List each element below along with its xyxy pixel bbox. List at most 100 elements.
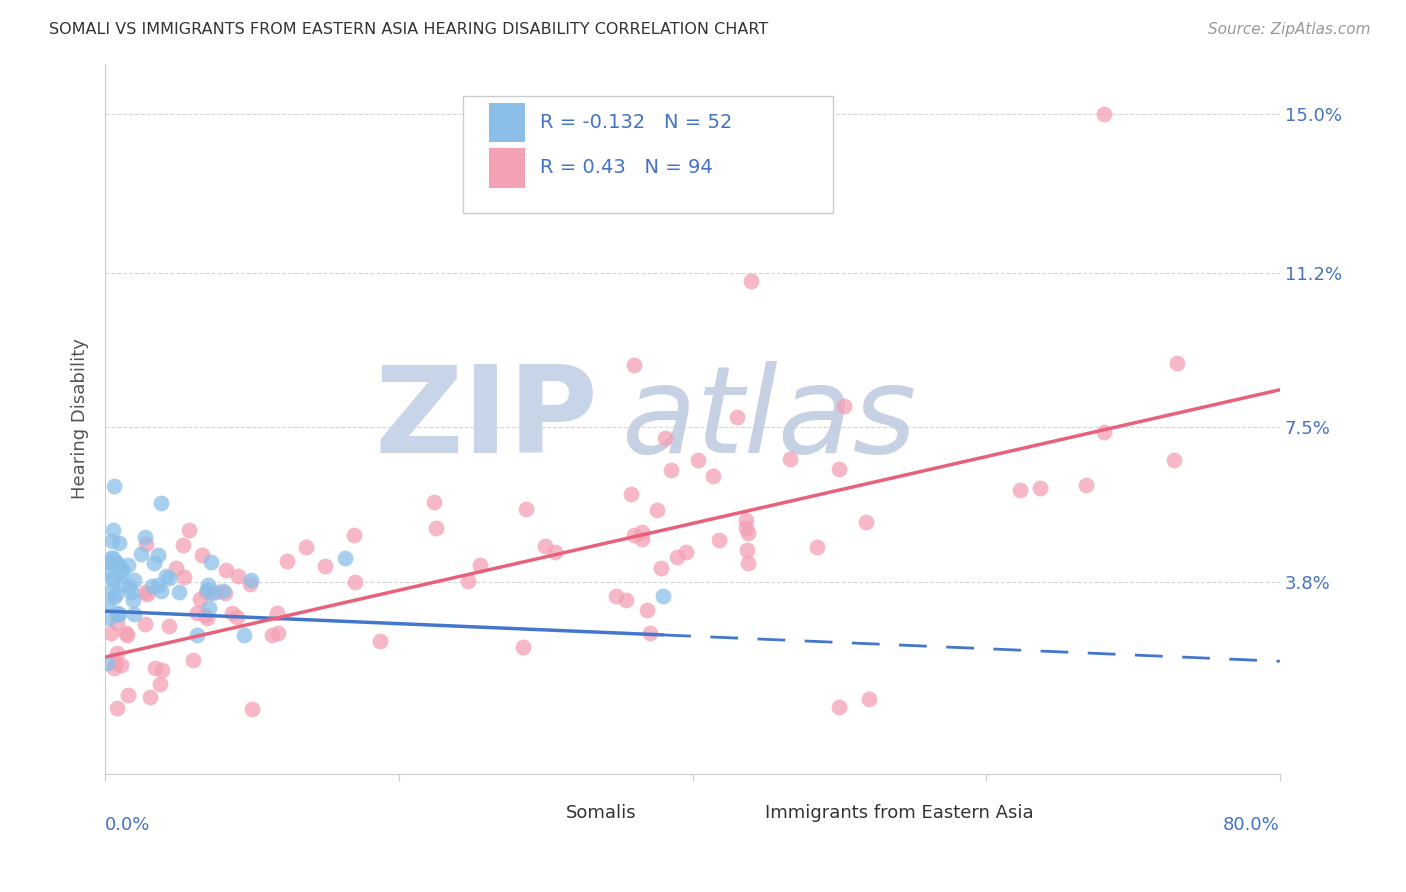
Point [239, 577, 262, 591]
Point [702, 468, 724, 483]
Point [623, 527, 645, 541]
Point [423, 495, 446, 509]
Point [173, 569, 195, 583]
Point [614, 592, 637, 607]
Point [200, 555, 222, 569]
Point [103, 660, 125, 674]
Point [107, 536, 129, 550]
Point [146, 549, 169, 563]
Point [215, 563, 238, 577]
Point [135, 537, 157, 551]
Point [98, 611, 121, 625]
Point [101, 551, 124, 566]
Point [105, 700, 128, 714]
Text: atlas: atlas [621, 360, 917, 477]
Point [1074, 478, 1097, 492]
Point [110, 658, 132, 673]
Point [107, 607, 129, 622]
Point [343, 574, 366, 589]
Point [101, 583, 124, 598]
Point [195, 584, 218, 599]
Point [734, 513, 756, 527]
Point [111, 577, 134, 591]
Point [737, 542, 759, 557]
Point [1008, 483, 1031, 497]
Text: SOMALI VS IMMIGRANTS FROM EASTERN ASIA HEARING DISABILITY CORRELATION CHART: SOMALI VS IMMIGRANTS FROM EASTERN ASIA H… [49, 22, 769, 37]
Point [150, 663, 173, 677]
Point [141, 579, 163, 593]
Point [650, 561, 672, 575]
Text: ZIP: ZIP [375, 360, 599, 477]
Point [858, 691, 880, 706]
Point [149, 676, 172, 690]
Y-axis label: Hearing Disability: Hearing Disability [72, 339, 89, 500]
Point [228, 569, 250, 583]
Point [122, 607, 145, 621]
Point [543, 544, 565, 558]
Point [111, 562, 134, 576]
Point [100, 626, 122, 640]
Point [186, 628, 208, 642]
Point [623, 358, 645, 372]
Bar [728, 803, 754, 823]
Text: R = 0.43   N = 94: R = 0.43 N = 94 [540, 159, 713, 178]
Bar [529, 803, 554, 823]
Point [652, 589, 675, 603]
Point [425, 521, 447, 535]
Point [105, 646, 128, 660]
Point [640, 625, 662, 640]
Point [186, 607, 208, 621]
Point [828, 461, 851, 475]
Point [636, 602, 658, 616]
Point [515, 502, 537, 516]
Point [828, 700, 851, 714]
Point [105, 606, 128, 620]
Point [103, 590, 125, 604]
Point [167, 584, 190, 599]
Point [194, 607, 217, 622]
Point [262, 628, 284, 642]
Point [266, 606, 288, 620]
Point [276, 554, 298, 568]
Point [645, 503, 668, 517]
Point [735, 521, 758, 535]
Point [659, 463, 682, 477]
Point [111, 565, 134, 579]
Point [149, 496, 172, 510]
Point [165, 561, 187, 575]
Point [103, 523, 125, 537]
Point [620, 487, 643, 501]
Point [1092, 107, 1115, 121]
Point [201, 586, 224, 600]
Point [177, 523, 200, 537]
Point [98, 555, 121, 569]
Point [240, 573, 263, 587]
Point [100, 551, 122, 566]
Point [1166, 356, 1188, 370]
Point [143, 661, 166, 675]
Point [834, 400, 856, 414]
Point [101, 571, 124, 585]
Point [665, 549, 688, 564]
Bar [489, 148, 524, 187]
Point [101, 573, 124, 587]
Point [157, 618, 180, 632]
Point [118, 579, 141, 593]
Point [105, 557, 128, 571]
Point [368, 633, 391, 648]
Point [195, 611, 218, 625]
Bar [489, 103, 524, 142]
Point [157, 571, 180, 585]
Point [1029, 481, 1052, 495]
Point [214, 586, 236, 600]
Point [267, 625, 290, 640]
Point [115, 628, 138, 642]
Point [1092, 425, 1115, 440]
Point [675, 545, 697, 559]
Point [205, 585, 228, 599]
Point [198, 600, 221, 615]
Point [779, 451, 801, 466]
Point [242, 702, 264, 716]
Point [188, 591, 211, 606]
Point [172, 538, 194, 552]
